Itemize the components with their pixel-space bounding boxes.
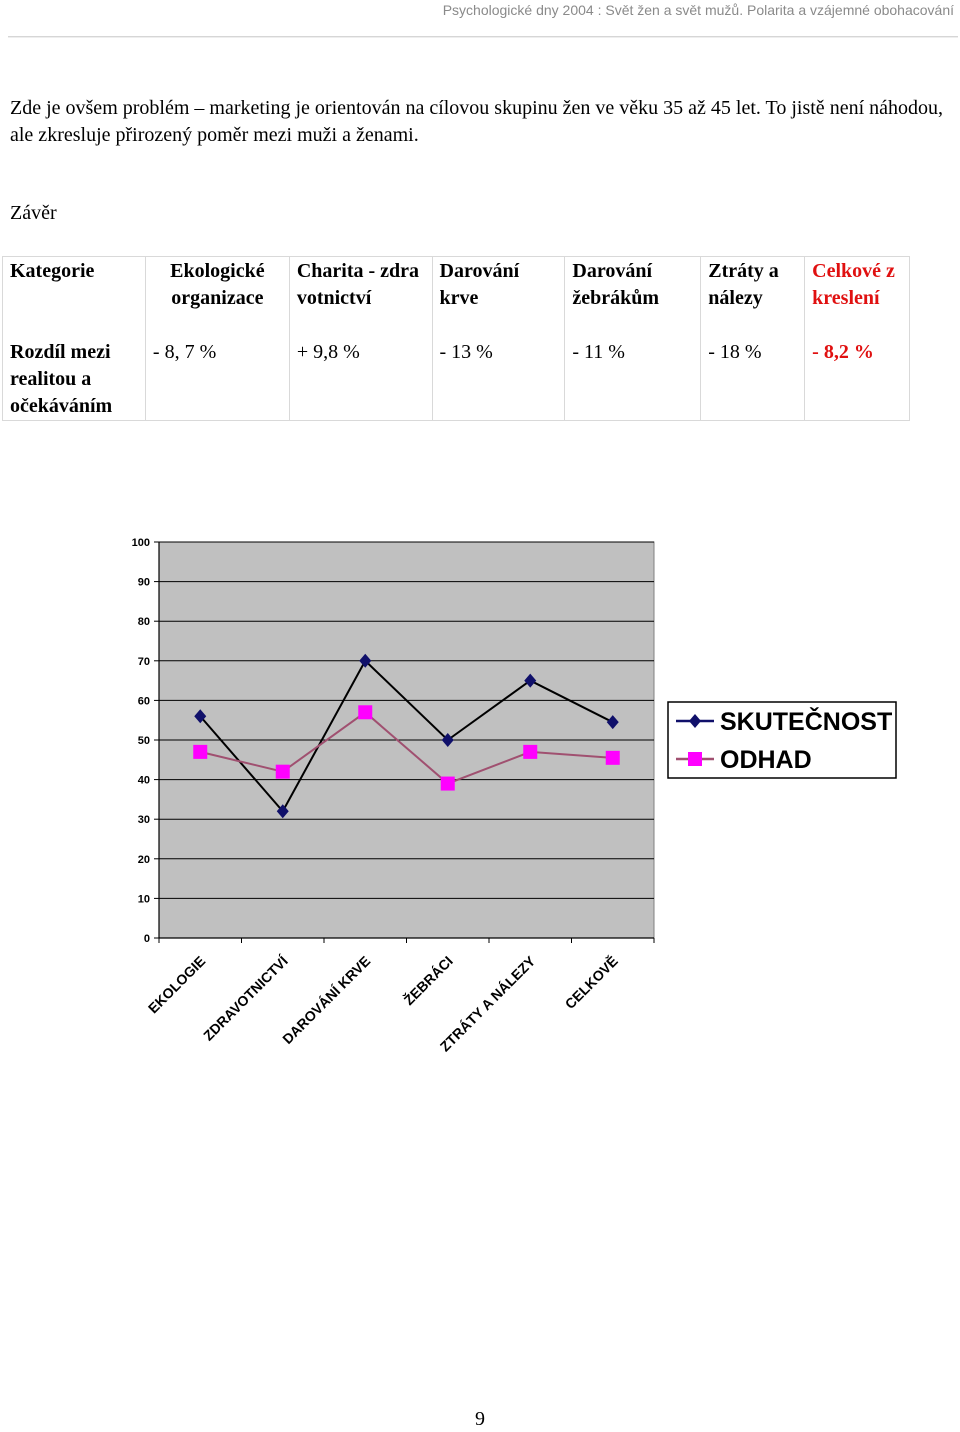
data-point-square (605, 750, 620, 765)
y-tick-label: 40 (138, 775, 150, 787)
y-tick-label: 90 (138, 577, 150, 589)
table-header-cell: Charita - zdravotnictví (288, 256, 433, 338)
series-line-skutečnost (199, 659, 614, 814)
running-header: Psychologické dny 2004 : Svět žen a svět… (442, 2, 954, 18)
page-number: 9 (475, 1408, 485, 1430)
x-tick-label: EKOLOGIE (145, 953, 209, 1017)
y-tick-label: 20 (138, 854, 150, 866)
data-point-diamond (359, 653, 372, 668)
y-tick-label: 80 (138, 616, 150, 628)
data-point-diamond (524, 673, 537, 688)
table-cell: - 18 % (700, 338, 806, 421)
x-tick-label: ZDRAVOTNICTVÍ (200, 952, 292, 1044)
table-header-cell: Ekologické organizace (144, 256, 290, 338)
data-point-diamond (606, 715, 619, 730)
data-point-square (523, 744, 538, 759)
x-tick-label: ŽEBRÁCI (400, 952, 456, 1008)
table-row-label: Rozdíl mezi realitou a očekáváním (2, 338, 146, 421)
table-cell: - 11 % (564, 338, 702, 421)
data-point-square (193, 744, 208, 759)
x-tick-label: CELKOVĚ (561, 952, 621, 1012)
y-tick-label: 10 (138, 893, 150, 905)
table-row: Rozdíl mezi realitou a očekáváním - 8, 7… (2, 338, 910, 421)
table-cell: - 8, 7 % (144, 338, 290, 421)
table-header-row: Kategorie Ekologické organizace Charita … (2, 256, 910, 338)
section-heading: Závěr (10, 202, 57, 224)
y-tick-label: 30 (138, 814, 150, 826)
x-tick-label: DAROVÁNÍ KRVE (279, 953, 373, 1047)
y-tick-label: 60 (138, 695, 150, 707)
series-line-odhad (200, 711, 613, 785)
table-header-cell: Ztráty a nálezy (700, 256, 806, 338)
header-divider (8, 36, 958, 38)
y-tick-label: 0 (144, 933, 150, 945)
y-tick-label: 100 (132, 537, 150, 549)
legend-box (667, 701, 897, 779)
data-point-square (440, 776, 455, 791)
legend-label: ODHAD (720, 746, 812, 774)
data-point-diamond (194, 709, 207, 724)
data-point-diamond (276, 804, 289, 819)
results-table: Kategorie Ekologické organizace Charita … (2, 256, 910, 421)
table-header-cell: Darování krve (431, 256, 566, 338)
table-cell: - 8,2 % (804, 338, 910, 421)
y-tick-label: 50 (138, 735, 150, 747)
line-chart: 0 10 20 30 40 50 60 70 80 90 100 EKOLOGIEZDRAVOTNIC… (132, 537, 897, 1054)
table-header-cell: Kategorie (2, 256, 146, 338)
table-cell: - 13 % (431, 338, 566, 421)
legend-marker (688, 752, 702, 766)
legend-marker (689, 714, 701, 728)
y-tick-label: 70 (138, 656, 150, 668)
table-header-cell: Darování žebrákům (564, 256, 702, 338)
data-point-square (275, 764, 290, 779)
legend-label: SKUTEČNOST (720, 706, 892, 736)
data-point-diamond (441, 733, 454, 747)
intro-paragraph: Zde je ovšem problém – marketing je orie… (10, 97, 943, 146)
data-point-square (358, 705, 373, 720)
table-cell: + 9,8 % (288, 338, 433, 421)
table-header-cell: Celkové zkreslení (804, 256, 910, 338)
